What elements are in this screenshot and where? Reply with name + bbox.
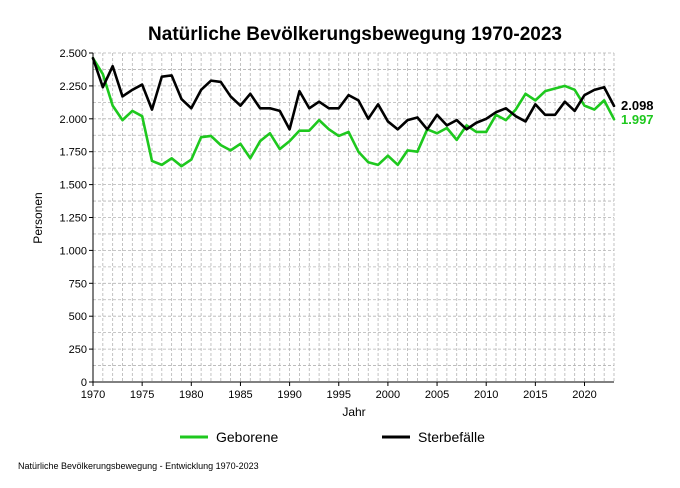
x-tick-label: 2020	[572, 389, 596, 401]
y-tick-label: 1.250	[59, 213, 87, 225]
x-tick-label: 1980	[179, 389, 203, 401]
legend-label: Geborene	[216, 429, 278, 445]
y-tick-label: 1.000	[59, 245, 87, 257]
y-tick-label: 1.750	[59, 147, 87, 159]
series-line-geborene	[91, 56, 616, 168]
x-tick-label: 1990	[277, 389, 301, 401]
x-tick-label: 1995	[327, 389, 351, 401]
x-tick-label: 1975	[130, 389, 154, 401]
legend-label: Sterbefälle	[418, 429, 485, 445]
chart-legend: Geborene Sterbefälle	[180, 429, 485, 445]
x-tick-label: 2000	[376, 389, 400, 401]
y-tick-label: 0	[81, 377, 87, 389]
end-label-geborene: 1.997	[621, 112, 654, 127]
chart-series	[91, 56, 616, 168]
y-tick-label: 500	[69, 311, 87, 323]
footnote: Natürliche Bevölkerungsbewegung - Entwic…	[18, 461, 259, 471]
series-line-sterbef-lle	[91, 56, 616, 131]
x-tick-label: 2005	[425, 389, 449, 401]
x-tick-label: 1985	[228, 389, 252, 401]
chart-axes: 0 250 500 750 1.000 1.250 1.500 1.750 2.000 2.250…	[59, 48, 614, 401]
chart-title: Natürliche Bevölkerungsbewegung 1970-202…	[148, 24, 562, 45]
y-axis-label: Personen	[31, 192, 45, 243]
end-label-sterbef-lle: 2.098	[621, 98, 654, 113]
y-tick-label: 750	[69, 278, 87, 290]
chart-grid	[92, 52, 615, 382]
y-tick-label: 1.500	[59, 180, 87, 192]
x-axis-label: Jahr	[342, 405, 365, 419]
x-tick-label: 2015	[523, 389, 547, 401]
y-tick-label: 2.500	[59, 48, 87, 60]
y-tick-label: 2.250	[59, 81, 87, 93]
y-tick-label: 250	[69, 344, 87, 356]
x-tick-label: 1970	[81, 389, 105, 401]
y-tick-label: 2.000	[59, 114, 87, 126]
x-tick-label: 2010	[474, 389, 498, 401]
